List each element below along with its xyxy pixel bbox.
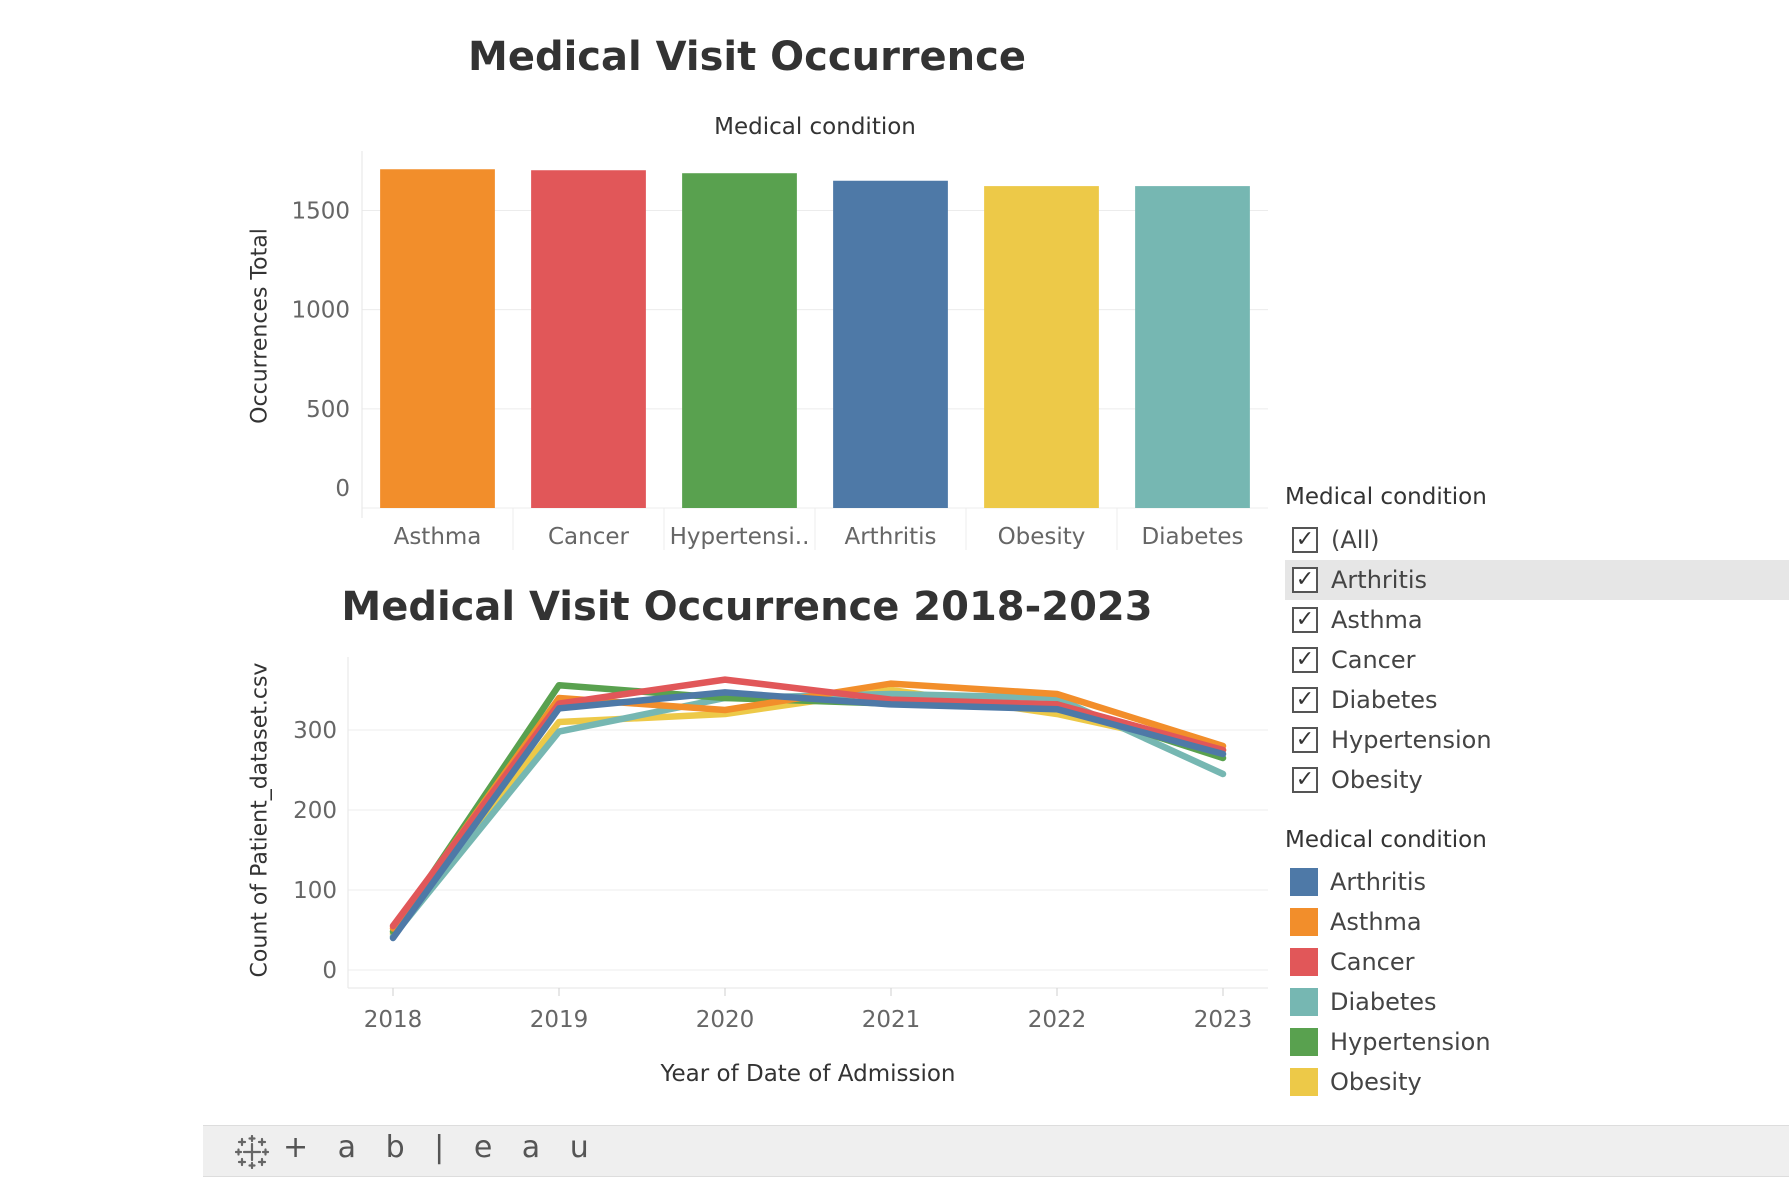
legend-item-cancer[interactable]: Cancer: [1290, 942, 1491, 982]
bar-category-label: Cancer: [548, 524, 630, 550]
filter-item-asthma[interactable]: ✓ Asthma: [1285, 600, 1789, 640]
legend-title: Medical condition: [1285, 827, 1487, 853]
legend-swatch: [1290, 1028, 1318, 1056]
filter-item-label: Cancer: [1331, 646, 1416, 674]
legend-item-label: Diabetes: [1330, 988, 1437, 1016]
bar: [1135, 186, 1250, 509]
legend-item-label: Asthma: [1330, 908, 1422, 936]
legend-swatch: [1290, 948, 1318, 976]
tableau-wordmark[interactable]: + a b | e a u: [283, 1130, 599, 1165]
legend-list: Arthritis Asthma Cancer Diabetes Hypertensio…: [1290, 862, 1491, 1102]
filter-item-hypertension[interactable]: ✓ Hypertension: [1285, 720, 1789, 760]
line-x-tick-label: 2020: [696, 1007, 755, 1033]
filter-item-all[interactable]: ✓ (All): [1285, 520, 1789, 560]
bar-y-tick-label: 1000: [291, 298, 350, 324]
filter-checkbox[interactable]: ✓: [1292, 647, 1318, 673]
filter-checkbox[interactable]: ✓: [1292, 767, 1318, 793]
line-x-tick-label: 2023: [1194, 1007, 1253, 1033]
legend-item-label: Cancer: [1330, 948, 1415, 976]
filter-list: ✓ (All) ✓ Arthritis ✓ Asthma ✓ Cancer ✓ Diabetes ✓…: [1285, 520, 1789, 800]
legend-swatch: [1290, 868, 1318, 896]
series-line-cancer: [389, 676, 1227, 930]
legend-item-label: Hypertension: [1330, 1028, 1491, 1056]
tableau-logo-icon: [235, 1135, 269, 1169]
filter-checkbox[interactable]: ✓: [1292, 567, 1318, 593]
line-x-tick-label: 2022: [1028, 1007, 1087, 1033]
legend-item-label: Obesity: [1330, 1068, 1422, 1096]
bar-category-label: Arthritis: [844, 524, 936, 550]
line-y-tick-label: 300: [293, 718, 337, 744]
legend-item-hypertension[interactable]: Hypertension: [1290, 1022, 1491, 1062]
bar-chart-title: Medical Visit Occurrence: [468, 34, 1026, 80]
filter-item-arthritis[interactable]: ✓ Arthritis: [1285, 560, 1789, 600]
line-x-tick-label: 2021: [862, 1007, 921, 1033]
tableau-footer: + a b | e a u: [203, 1125, 1789, 1177]
line-x-tick-label: 2019: [530, 1007, 589, 1033]
legend-item-diabetes[interactable]: Diabetes: [1290, 982, 1491, 1022]
series-line-obesity: [389, 686, 1227, 938]
bar: [531, 170, 646, 508]
filter-checkbox[interactable]: ✓: [1292, 527, 1318, 553]
filter-item-label: (All): [1331, 526, 1380, 554]
filter-checkbox[interactable]: ✓: [1292, 727, 1318, 753]
bar: [833, 180, 948, 508]
filter-item-label: Diabetes: [1331, 686, 1438, 714]
line-chart-title: Medical Visit Occurrence 2018-2023: [341, 584, 1153, 630]
legend-item-obesity[interactable]: Obesity: [1290, 1062, 1491, 1102]
legend-swatch: [1290, 908, 1318, 936]
bar-y-tick-label: 1500: [291, 199, 350, 225]
line-y-tick-label: 100: [293, 878, 337, 904]
line-y-tick-label: 200: [293, 798, 337, 824]
legend-swatch: [1290, 988, 1318, 1016]
bar-y-tick-label: 0: [335, 476, 350, 502]
series-line-arthritis: [389, 689, 1227, 942]
bar: [682, 173, 797, 509]
filter-item-cancer[interactable]: ✓ Cancer: [1285, 640, 1789, 680]
filter-checkbox[interactable]: ✓: [1292, 607, 1318, 633]
bar-category-label: Obesity: [998, 524, 1086, 550]
bar-category-label: Diabetes: [1141, 524, 1243, 550]
bar: [984, 186, 1099, 509]
line-x-tick-label: 2018: [364, 1007, 423, 1033]
bar-y-tick-label: 500: [306, 397, 350, 423]
bar-chart-column-header: Medical condition: [714, 114, 916, 140]
filter-item-diabetes[interactable]: ✓ Diabetes: [1285, 680, 1789, 720]
filter-item-label: Obesity: [1331, 766, 1423, 794]
filter-checkbox[interactable]: ✓: [1292, 687, 1318, 713]
filter-item-label: Asthma: [1331, 606, 1423, 634]
legend-item-arthritis[interactable]: Arthritis: [1290, 862, 1491, 902]
filter-item-label: Hypertension: [1331, 726, 1492, 754]
line-y-tick-label: 0: [322, 958, 337, 984]
line-chart-x-axis-label: Year of Date of Admission: [660, 1061, 956, 1087]
bar: [380, 169, 495, 508]
legend-item-asthma[interactable]: Asthma: [1290, 902, 1491, 942]
filter-title: Medical condition: [1285, 484, 1487, 510]
filter-item-label: Arthritis: [1331, 566, 1428, 594]
filter-item-obesity[interactable]: ✓ Obesity: [1285, 760, 1789, 800]
legend-swatch: [1290, 1068, 1318, 1096]
bar-category-label: Hypertensi..: [670, 524, 810, 550]
legend-item-label: Arthritis: [1330, 868, 1427, 896]
bar-category-label: Asthma: [394, 524, 482, 550]
